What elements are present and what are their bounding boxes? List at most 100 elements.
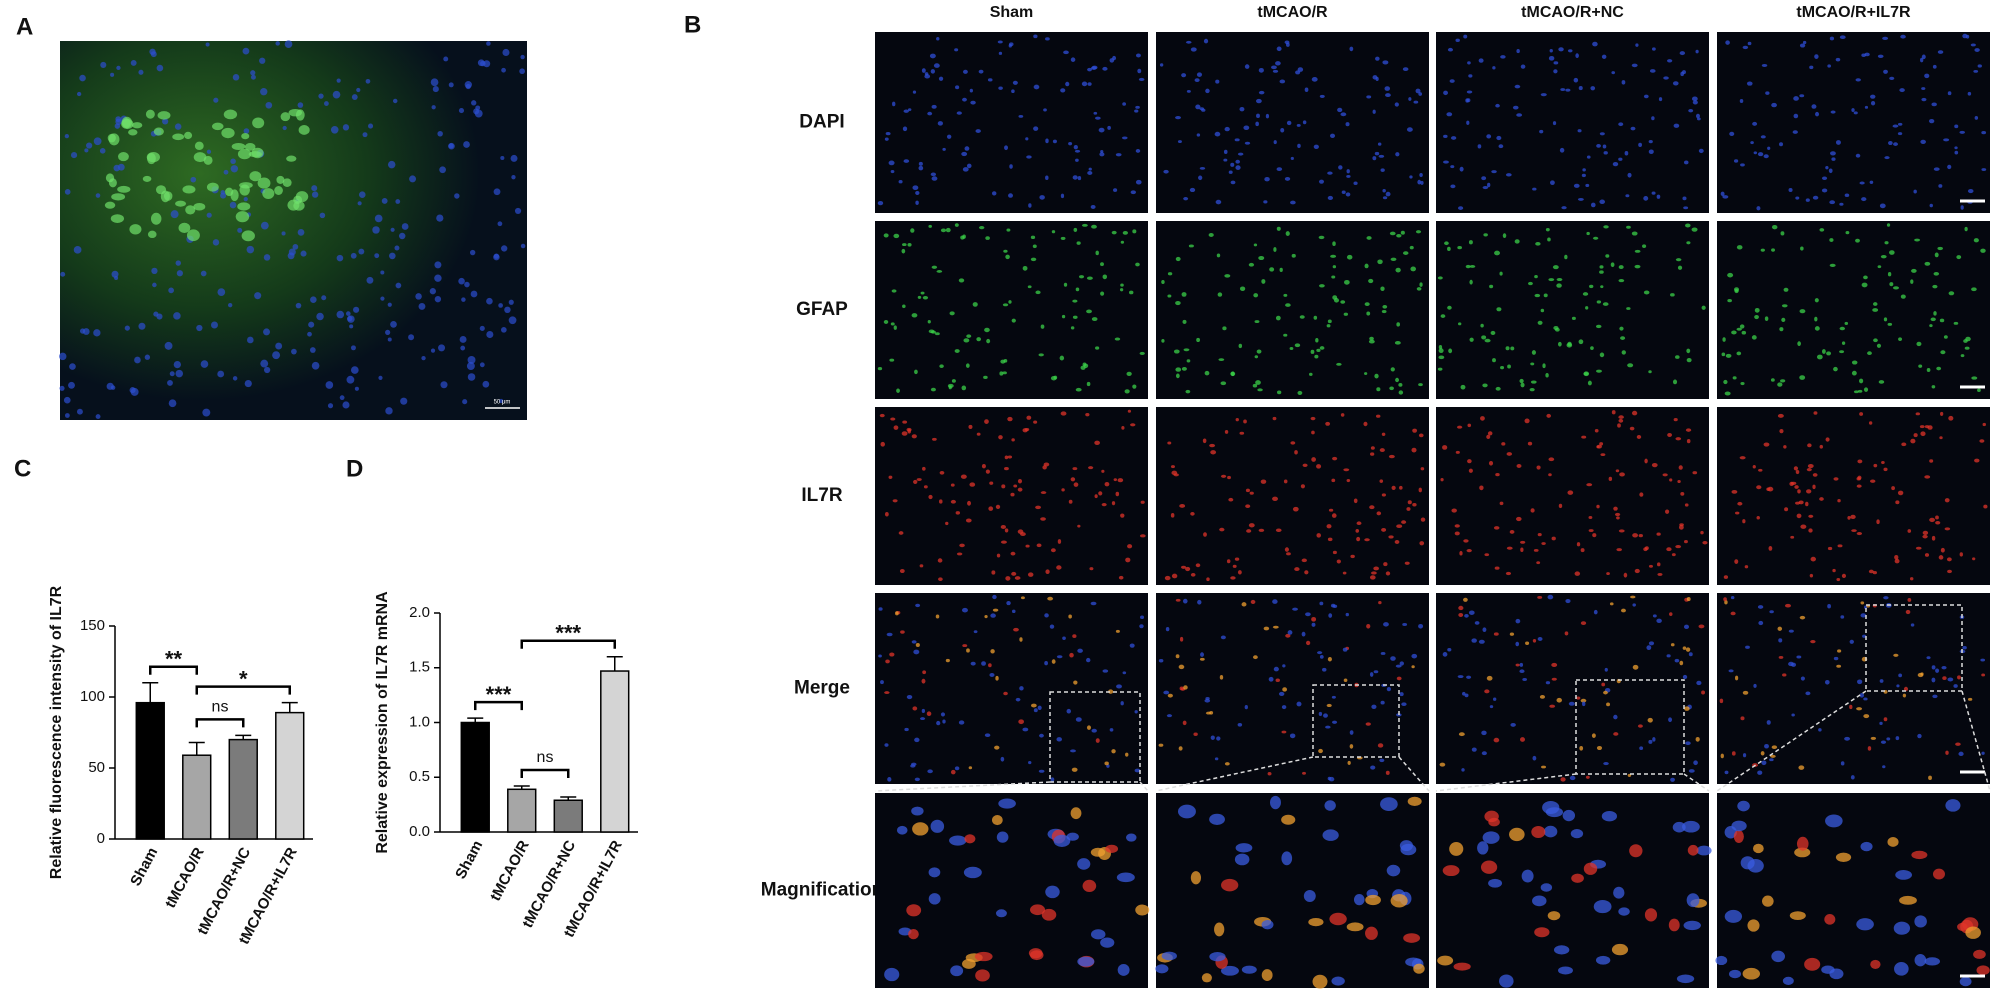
cell [1380,286,1385,292]
cell [1596,143,1601,148]
cell [956,111,962,115]
cell [1979,439,1985,443]
cell [1033,420,1038,424]
cell [1033,84,1040,90]
error-bar [188,741,205,756]
cell [1545,681,1551,685]
cell [1454,524,1460,528]
nucleus [205,42,210,47]
cell [1920,431,1926,437]
cell [1613,714,1618,720]
cell [1679,51,1686,56]
cell [1235,417,1239,422]
cell [1841,573,1847,579]
cell [966,334,972,338]
cell [1111,230,1117,235]
cell [1616,548,1622,552]
cell [1701,690,1705,695]
cell [1897,122,1903,126]
cell [1850,514,1856,520]
cell [1220,381,1227,386]
cell [1201,973,1212,983]
cell [1364,372,1368,376]
cell [1035,505,1042,510]
cell [1122,230,1128,235]
cell [1732,376,1737,380]
cell [903,159,910,163]
neuron [175,200,187,207]
cell [1530,380,1537,384]
cell [1175,300,1181,306]
cell [1377,142,1382,146]
cell [1185,40,1192,44]
nucleus [387,160,396,169]
nucleus [327,403,334,409]
cell [1632,603,1636,607]
cell [1799,94,1805,98]
cell [1807,443,1812,448]
cell [1677,479,1681,484]
cell [1482,627,1487,633]
cell [1913,433,1918,438]
cell [1442,652,1448,657]
cell [1762,895,1774,907]
zoom-line [1398,756,1430,792]
cell [1892,124,1899,128]
cell [1825,814,1843,828]
cell [1350,554,1355,559]
zoom-box [1049,691,1141,783]
cell [1438,348,1444,354]
cell [1632,533,1639,538]
nucleus [260,221,269,230]
cell [1283,293,1288,297]
cell [1045,37,1050,41]
neuron [104,201,116,209]
cell [1939,436,1943,440]
cell [1178,664,1185,670]
cell [1590,202,1596,208]
cell [890,322,895,326]
cell [1634,249,1641,253]
cell [1223,149,1228,154]
cell [1799,615,1806,620]
cell [1532,755,1537,761]
cell [1196,72,1203,77]
cell [1638,533,1643,538]
cell [1095,346,1100,350]
cell [1090,601,1097,606]
cell [1223,158,1228,162]
cell [1833,366,1838,372]
cell [922,466,926,471]
cell [1779,428,1784,434]
cell [1857,389,1863,393]
cell [1443,90,1448,96]
cell [1859,412,1864,416]
cell [1601,682,1606,687]
cell [1466,90,1473,94]
cell [1679,660,1684,666]
cell [1011,89,1015,93]
cell [1693,760,1698,766]
nucleus [308,321,315,328]
row-label: IL7R [801,485,842,506]
cell [1883,467,1888,472]
cell [1851,108,1855,112]
cell [1698,148,1704,154]
error-bar [281,701,298,713]
nucleus [260,359,269,368]
cell [1631,231,1638,236]
cell [883,320,889,324]
cell [1797,341,1801,347]
cell [1530,508,1535,513]
cell [1573,183,1580,188]
cell [1075,287,1080,292]
cell [1027,285,1032,289]
cell [1814,298,1819,303]
nucleus [243,197,248,202]
cell [1573,77,1579,83]
cell [930,172,937,177]
cell [1398,382,1403,387]
cell [1828,168,1833,174]
cell [1756,515,1760,520]
nucleus [213,97,219,103]
